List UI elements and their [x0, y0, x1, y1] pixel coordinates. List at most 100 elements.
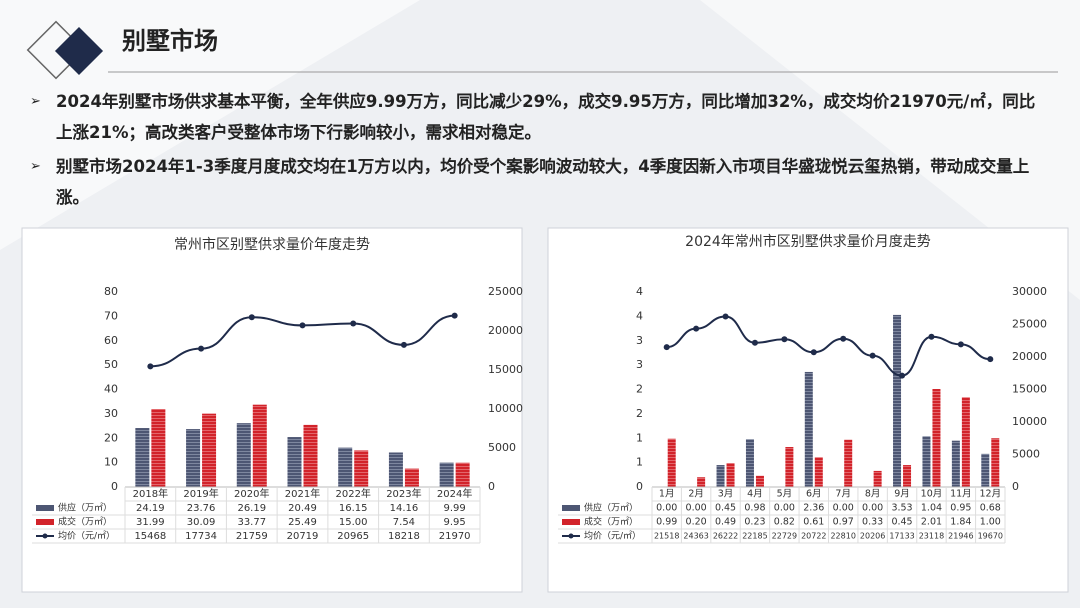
y2-tick-label: 25000: [1012, 318, 1047, 331]
y-tick-label: 2: [636, 407, 643, 420]
bar: [697, 477, 706, 487]
table-value: 15468: [134, 531, 166, 542]
table-value: 9.99: [444, 503, 466, 514]
y-tick-label: 1: [636, 431, 643, 444]
y2-tick-label: 0: [1012, 480, 1019, 493]
y-tick-label: 70: [104, 309, 118, 322]
bar: [903, 465, 912, 487]
bar: [726, 463, 735, 487]
x-tick-label: 11月: [950, 489, 972, 500]
line-marker: [198, 345, 205, 352]
bar: [785, 447, 794, 487]
y-tick-label: 40: [104, 383, 118, 396]
table-value: 21759: [236, 531, 268, 542]
line-marker: [147, 363, 154, 370]
bar: [388, 452, 403, 487]
table-value: 21970: [439, 531, 471, 542]
bar: [981, 453, 990, 487]
line-marker: [840, 335, 847, 342]
table-value: 0.45: [715, 503, 736, 514]
bar: [252, 404, 267, 487]
table-value: 0.00: [862, 503, 883, 514]
page-title: 别墅市场: [121, 27, 218, 55]
y2-tick-label: 0: [488, 480, 495, 493]
y-tick-label: 50: [104, 358, 118, 371]
y2-tick-label: 5000: [488, 441, 516, 454]
bullet-list: 2024年别墅市场供求基本平衡，全年供应9.99万方，同比减少29%，成交9.9…: [30, 86, 1040, 216]
y-tick-label: 0: [636, 480, 643, 493]
table-value: 20719: [287, 531, 319, 542]
y2-tick-label: 30000: [1012, 285, 1047, 298]
legend-swatch: [36, 505, 54, 511]
x-tick-label: 9月: [894, 489, 910, 500]
line-marker: [663, 344, 670, 351]
x-tick-label: 4月: [747, 489, 763, 500]
line-marker: [869, 352, 876, 359]
diamond-fill: [54, 26, 104, 76]
table-value: 20722: [801, 532, 826, 541]
table-value: 0.99: [656, 517, 677, 528]
y2-tick-label: 25000: [488, 285, 523, 298]
table-value: 30.09: [187, 517, 216, 528]
table-value: 0.95: [950, 503, 971, 514]
line-marker: [751, 339, 758, 346]
bullet: 别墅市场2024年1-3季度月度成交均在1万方以内，均价受个案影响波动较大，4季…: [30, 151, 1040, 213]
y2-tick-label: 20000: [488, 324, 523, 337]
y-tick-label: 3: [636, 358, 643, 371]
table-value: 26222: [713, 532, 738, 541]
y-tick-label: 30: [104, 407, 118, 420]
table-value: 14.16: [390, 503, 419, 514]
bar: [804, 371, 813, 487]
table-value: 1.00: [980, 517, 1001, 528]
table-value: 26.19: [237, 503, 266, 514]
table-value: 20965: [337, 531, 369, 542]
bar: [202, 413, 217, 487]
y-tick-label: 4: [636, 309, 643, 322]
y-tick-label: 20: [104, 431, 118, 444]
bar: [439, 462, 454, 487]
chart-title: 2024年常州市区别墅供求量价月度走势: [685, 233, 931, 250]
x-tick-label: 5月: [777, 489, 793, 500]
bg-shape: [700, 0, 1080, 300]
table-value: 3.53: [891, 503, 912, 514]
table-value: 31.99: [136, 517, 165, 528]
table-value: 0.61: [803, 517, 824, 528]
bar: [716, 465, 725, 487]
y2-tick-label: 5000: [1012, 448, 1040, 461]
table-value: 0.82: [774, 517, 795, 528]
y-tick-label: 80: [104, 285, 118, 298]
table-value: 20.49: [288, 503, 317, 514]
line-marker: [400, 341, 407, 348]
table-value: 17133: [889, 532, 914, 541]
bar: [404, 468, 419, 487]
table-value: 2.36: [803, 503, 824, 514]
table-value: 1.04: [921, 503, 942, 514]
x-tick-label: 2月: [688, 489, 704, 500]
table-value: 0.00: [656, 503, 677, 514]
table-value: 2.01: [921, 517, 942, 528]
x-tick-label: 1月: [659, 489, 675, 500]
bullet: 2024年别墅市场供求基本平衡，全年供应9.99万方，同比减少29%，成交9.9…: [30, 86, 1040, 148]
y2-tick-label: 10000: [488, 402, 523, 415]
legend-label: 供应（万㎡）: [584, 502, 638, 514]
line-marker: [693, 325, 700, 332]
line-marker: [248, 314, 255, 321]
bar: [991, 438, 1000, 487]
table-value: 15.00: [339, 517, 368, 528]
y-tick-label: 10: [104, 456, 118, 469]
legend-swatch: [36, 519, 54, 525]
x-tick-label: 6月: [806, 489, 822, 500]
y-tick-label: 4: [636, 285, 643, 298]
table-value: 24.19: [136, 503, 165, 514]
x-tick-label: 2020年: [234, 487, 269, 500]
table-value: 18218: [388, 531, 420, 542]
bar: [922, 436, 931, 487]
y-tick-label: 2: [636, 383, 643, 396]
bar: [951, 440, 960, 487]
x-tick-label: 8月: [865, 489, 881, 500]
bar: [455, 462, 470, 487]
bar: [236, 423, 251, 487]
table-value: 0.20: [686, 517, 707, 528]
table-value: 0.00: [686, 503, 707, 514]
